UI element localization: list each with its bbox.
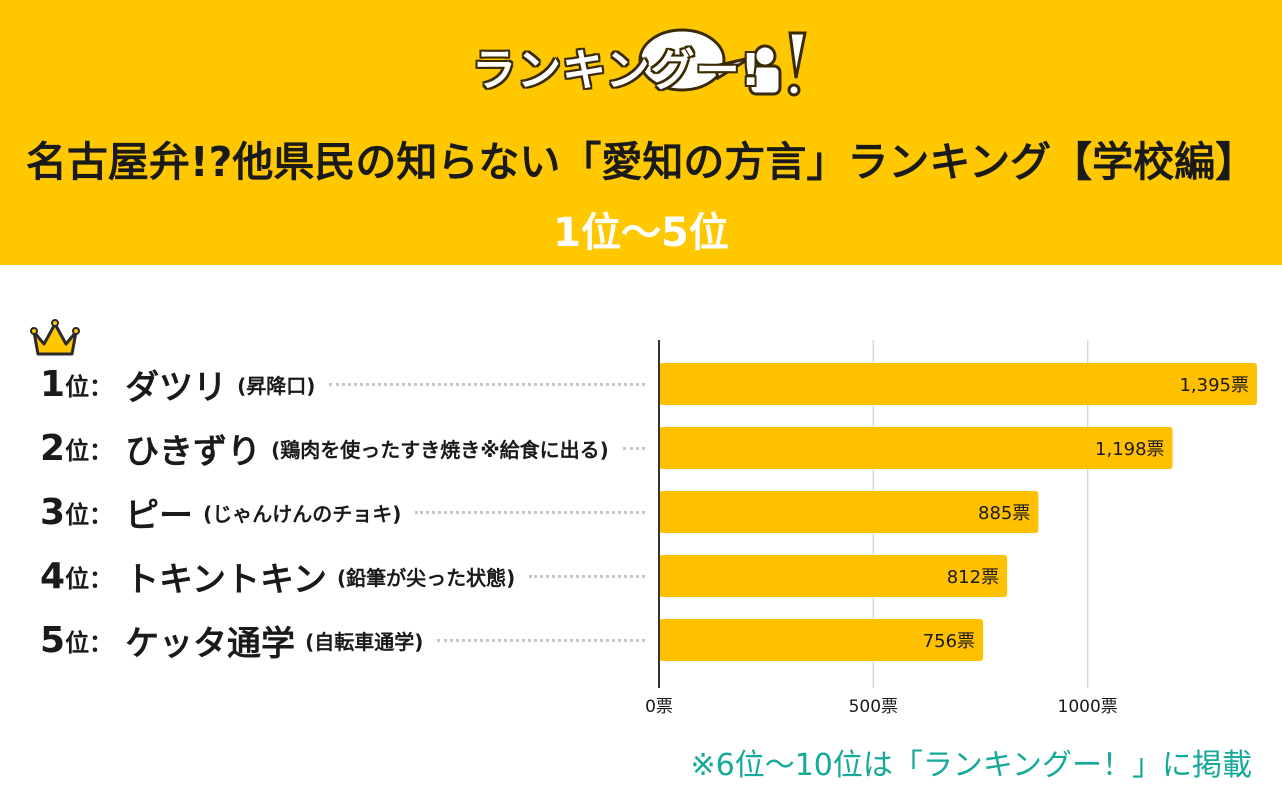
category-name: ひきずり [125, 431, 262, 472]
page-subtitle: 1位〜5位 [553, 210, 729, 256]
category-label: 4 位： トキントキン (鉛筆が尖った状態) [40, 554, 646, 600]
rank-suffix: 位： [65, 372, 114, 401]
speech-bubble-icon [638, 28, 807, 97]
leader-dots [329, 382, 646, 386]
leader-dots [415, 510, 646, 514]
leader-dots [437, 638, 646, 642]
category-name: ピー [125, 495, 194, 536]
bar [659, 363, 1257, 405]
category-description: (じゃんけんのチョキ) [203, 501, 402, 526]
bar-value-label: 756票 [923, 631, 975, 652]
bar-value-label: 1,395票 [1179, 375, 1249, 396]
leader-dots [622, 446, 645, 450]
crown-icon [30, 319, 80, 356]
header-banner: ランキングー! 名古屋弁!?他県民の知らない「愛知の方言」ランキング【学校編】 … [0, 0, 1282, 265]
rank-number: 3 [40, 491, 66, 533]
rank-number: 2 [40, 427, 66, 469]
rank-suffix: 位： [65, 564, 114, 593]
bar [659, 491, 1039, 533]
bar [659, 619, 984, 661]
footnote: ※6位〜10位は「ランキングー！」に掲載 [690, 748, 1253, 783]
rank-suffix: 位： [65, 628, 114, 657]
category-label: 1 位： ダツリ (昇降口) [40, 362, 646, 408]
bar [659, 555, 1008, 597]
rank-suffix: 位： [65, 436, 114, 465]
x-tick-label: 1000票 [1058, 697, 1118, 717]
x-tick-label: 500票 [849, 697, 898, 717]
logo-text: ランキングー! [472, 45, 762, 96]
category-label: 3 位： ピー (じゃんけんのチョキ) [40, 490, 646, 536]
rank-suffix: 位： [65, 500, 114, 529]
ranking-logo: ランキングー! [460, 18, 820, 108]
category-label: 5 位： ケッタ通学 (自転車通学) [40, 618, 646, 664]
bar-value-label: 1,198票 [1095, 439, 1165, 460]
leader-dots [529, 574, 646, 578]
category-name: ダツリ [125, 367, 228, 408]
category-description: (鶏肉を使ったすき焼き※給食に出る) [271, 437, 609, 462]
category-description: (鉛筆が尖った状態) [337, 565, 516, 590]
bar-value-label: 812票 [947, 567, 999, 588]
category-name: ケッタ通学 [125, 623, 296, 664]
rank-number: 4 [40, 555, 66, 597]
page-title: 名古屋弁!?他県民の知らない「愛知の方言」ランキング【学校編】 [25, 138, 1257, 186]
x-tick-label: 0票 [645, 697, 673, 717]
category-name: トキントキン [125, 559, 328, 600]
category-label: 2 位： ひきずり (鶏肉を使ったすき焼き※給食に出る) [40, 426, 645, 472]
category-description: (自転車通学) [305, 629, 424, 654]
rank-number: 5 [40, 619, 66, 661]
rank-number: 1 [40, 363, 66, 405]
bar-value-label: 885票 [978, 503, 1030, 524]
category-description: (昇降口) [237, 373, 316, 398]
bar [659, 427, 1173, 469]
